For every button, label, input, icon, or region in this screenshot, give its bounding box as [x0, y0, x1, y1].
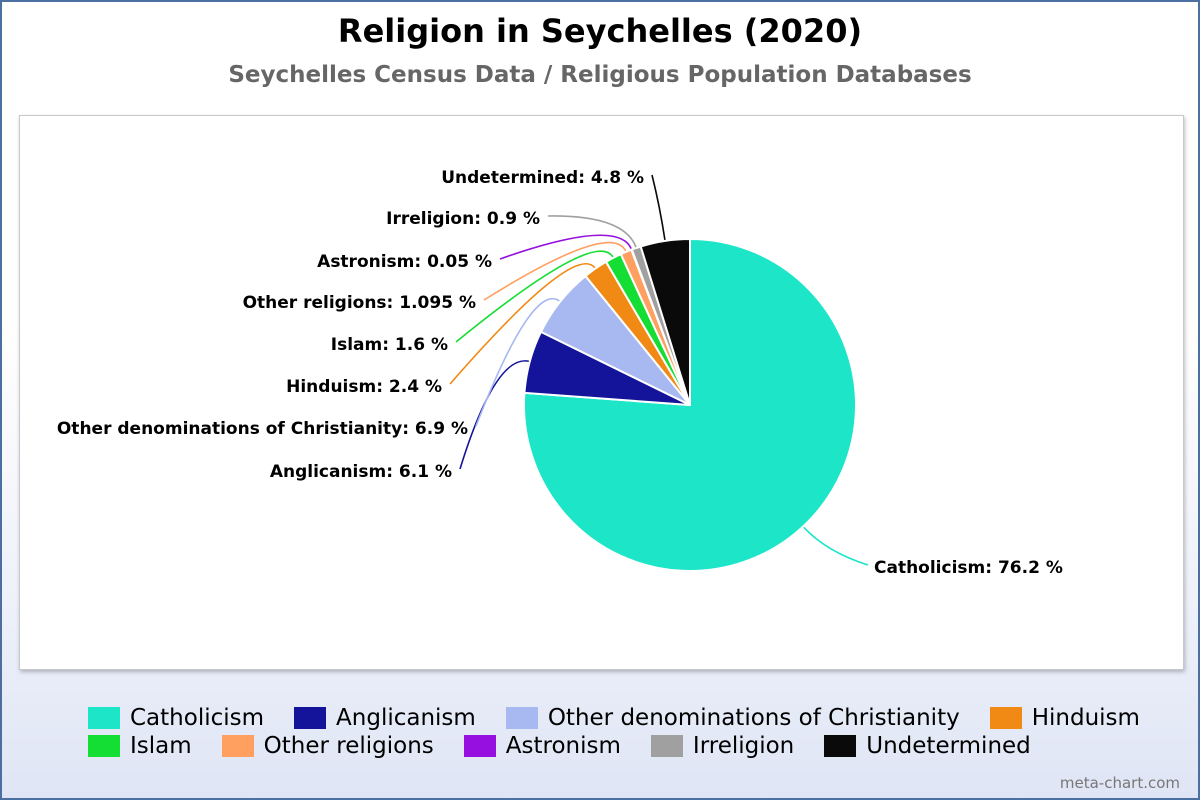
legend-item[interactable]: Other denominations of Christianity — [505, 705, 960, 731]
legend-label: Anglicanism — [336, 705, 476, 731]
legend-label: Hinduism — [1031, 705, 1140, 731]
pie-slice-catholicism[interactable] — [523, 237, 857, 572]
slice-label: Islam: 1.6 % — [331, 335, 448, 355]
chart-subtitle: Seychelles Census Data / Religious Popul… — [228, 62, 972, 88]
slice-label: Catholicism: 76.2 % — [874, 558, 1063, 578]
legend-label: Other religions — [263, 733, 434, 759]
slice-label: Astronism: 0.05 % — [317, 252, 492, 272]
legend: Catholicism Anglicanism Other denomination… — [88, 704, 1148, 760]
legend-swatch — [463, 735, 496, 757]
legend-label: Undetermined — [866, 733, 1031, 759]
chart-title: Religion in Seychelles (2020) — [337, 12, 863, 50]
plot-area: Catholicism: 76.2 % Anglicanism: 6.1 % Oth… — [19, 115, 1184, 670]
slice-label: Irreligion: 0.9 % — [386, 209, 540, 229]
legend-item[interactable]: Catholicism — [88, 705, 264, 731]
legend-label: Other denominations of Christianity — [547, 705, 960, 731]
leader-line — [459, 360, 530, 470]
legend-swatch — [824, 735, 857, 757]
legend-item[interactable]: Other religions — [221, 733, 434, 759]
legend-label: Catholicism — [130, 705, 265, 731]
legend-label: Astronism — [505, 733, 621, 759]
legend-swatch — [88, 735, 120, 757]
credit-text: meta-chart.com — [1059, 774, 1180, 792]
leader-line — [547, 215, 638, 249]
legend-item[interactable]: Undetermined — [824, 733, 1031, 759]
leader-line — [455, 250, 615, 343]
legend-swatch — [221, 735, 254, 757]
legend-item[interactable]: Anglicanism — [294, 705, 476, 731]
leader-line — [449, 263, 597, 385]
pie-chart: Catholicism: 76.2 % Anglicanism: 6.1 % Oth… — [57, 168, 1063, 578]
pie-slices — [523, 237, 857, 572]
leader-line — [651, 174, 666, 242]
pie-slice-undetermined[interactable] — [639, 237, 691, 406]
legend-swatch — [505, 707, 538, 729]
legend-swatch — [989, 707, 1022, 729]
legend-row: Islam Other religions Astronism Irreligion U… — [88, 732, 1148, 760]
slice-label: Other religions: 1.095 % — [243, 293, 476, 313]
slice-labels: Catholicism: 76.2 % Anglicanism: 6.1 % Oth… — [57, 168, 1063, 578]
slice-label: Hinduism: 2.4 % — [286, 377, 442, 397]
leader-line — [499, 234, 633, 260]
slice-label: Anglicanism: 6.1 % — [270, 462, 452, 482]
slice-label: Undetermined: 4.8 % — [441, 168, 644, 188]
legend-item[interactable]: Irreligion — [650, 733, 795, 759]
slice-label: Other denominations of Christianity: 6.9… — [57, 419, 468, 439]
legend-item[interactable]: Hinduism — [989, 705, 1140, 731]
leader-line — [475, 297, 561, 427]
leader-lines — [449, 174, 869, 566]
legend-swatch — [88, 707, 120, 729]
legend-swatch — [650, 735, 683, 757]
legend-row: Catholicism Anglicanism Other denomination… — [88, 704, 1148, 732]
legend-label: Islam — [130, 733, 192, 759]
legend-swatch — [294, 707, 327, 729]
leader-line — [802, 526, 869, 566]
leader-line — [483, 241, 627, 301]
legend-item[interactable]: Islam — [88, 733, 192, 759]
legend-label: Irreligion — [692, 733, 795, 759]
legend-item[interactable]: Astronism — [463, 733, 621, 759]
